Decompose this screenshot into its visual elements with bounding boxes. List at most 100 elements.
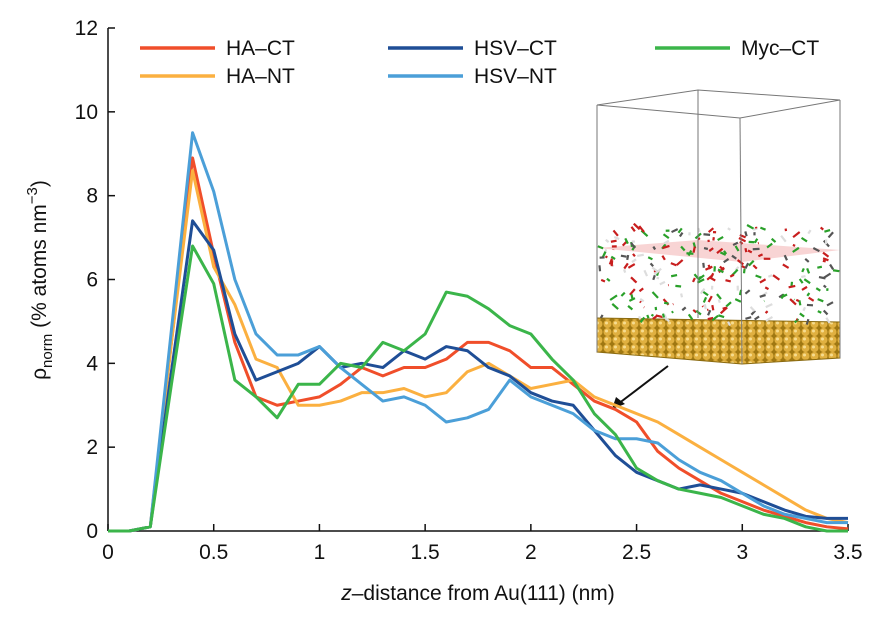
inset-bond [753,228,757,229]
inset-bond [735,299,741,302]
inset-bond [760,228,765,230]
inset-bond [607,279,610,281]
y-label-text: (% atoms nm [28,204,51,334]
y-axis-label: ρnorm (% atoms nm−3) [24,180,56,380]
inset-bond [664,303,668,304]
inset-bond [651,315,653,316]
inset-bond [726,302,731,306]
inset-bond [677,260,683,265]
inset-bond [830,264,833,269]
inset-bond [717,294,721,299]
inset-bond [653,275,655,280]
inset-bond [816,288,820,290]
inset-bond [745,248,746,252]
inset-bond [631,294,632,300]
y-tick-label: 4 [86,352,98,375]
inset-bond [698,238,699,240]
inset-bond [689,314,693,319]
inset-bond [680,233,683,237]
inset-bond [663,234,668,238]
inset-bond [745,290,749,293]
y-tick-label: 12 [75,17,98,40]
x-axis-label: z–distance from Au(111) (nm) [340,582,615,605]
inset-bond [606,240,609,242]
inset-bond [632,259,636,262]
inset-simulation [597,90,840,409]
inset-bond [663,314,664,318]
inset-bond [768,275,772,277]
inset-bond [601,315,603,318]
inset-bond [639,288,643,291]
inset-bond [760,279,766,282]
inset-bond [601,280,605,282]
x-label-text: –distance from Au(111) (nm) [352,582,615,605]
inset-bond [796,300,799,301]
inset-bond [624,269,625,272]
inset-bond [766,304,773,307]
inset-bond [745,231,746,236]
inset-bond [790,299,796,304]
y-tick-label: 2 [86,436,98,459]
inset-bond [630,289,635,295]
inset-bond [678,228,681,232]
inset-bond [803,307,805,310]
inset-bond [644,270,647,276]
inset-bond [760,295,766,297]
y-label-end: ) [28,180,51,187]
inset-bond [682,307,685,310]
inset-bond [802,238,807,242]
inset-bond [633,254,635,257]
inset-bond [613,230,617,235]
inset-bond [755,239,757,243]
inset-bond [718,315,724,317]
inset-bond [662,256,665,260]
inset-bond [793,232,800,237]
y-label-sup: −3 [24,187,41,204]
inset-bond [730,275,734,277]
inset-bond [808,230,810,234]
inset-bond [745,263,748,268]
inset-bond [653,247,655,250]
inset-bond [818,311,821,313]
gold-slab [597,318,840,364]
y-tick-label: 0 [86,520,98,543]
inset-bond [711,273,713,278]
inset-bond [610,295,617,300]
inset-bond [744,269,745,273]
inset-bond [751,307,755,311]
inset-bond [639,316,640,319]
inset-bond [709,296,712,302]
inset-arrow [618,366,668,404]
inset-bond [651,263,654,266]
inset-bond [765,287,768,289]
inset-bond [827,302,833,305]
inset-bond [753,265,757,268]
x-tick-label: 2 [525,541,537,564]
inset-bond [621,256,627,257]
inset-bond [671,263,677,265]
inset-bond [718,237,724,240]
inset-bond [809,298,814,301]
inset-bond [631,227,634,231]
x-tick-label: 0.5 [199,541,228,564]
y-tick-label: 8 [86,185,98,208]
inset-bond [817,267,822,268]
inset-bond [652,292,658,298]
inset-molecules [598,224,839,326]
inset-bond [612,304,618,309]
legend-label: HA–CT [226,37,295,60]
inset-bond [739,238,746,241]
inset-bond [657,278,659,279]
y-label-symbol: ρ [28,368,51,380]
inset-bond [611,241,617,242]
inset-bond [824,285,826,287]
inset-bond [802,287,807,290]
inset-bond [805,259,809,262]
inset-bond [725,280,730,281]
inset-bond [703,234,710,235]
inset-bond [723,308,726,309]
inset-bond [660,282,665,285]
inset-bond [698,228,699,232]
inset-bond [705,304,706,309]
